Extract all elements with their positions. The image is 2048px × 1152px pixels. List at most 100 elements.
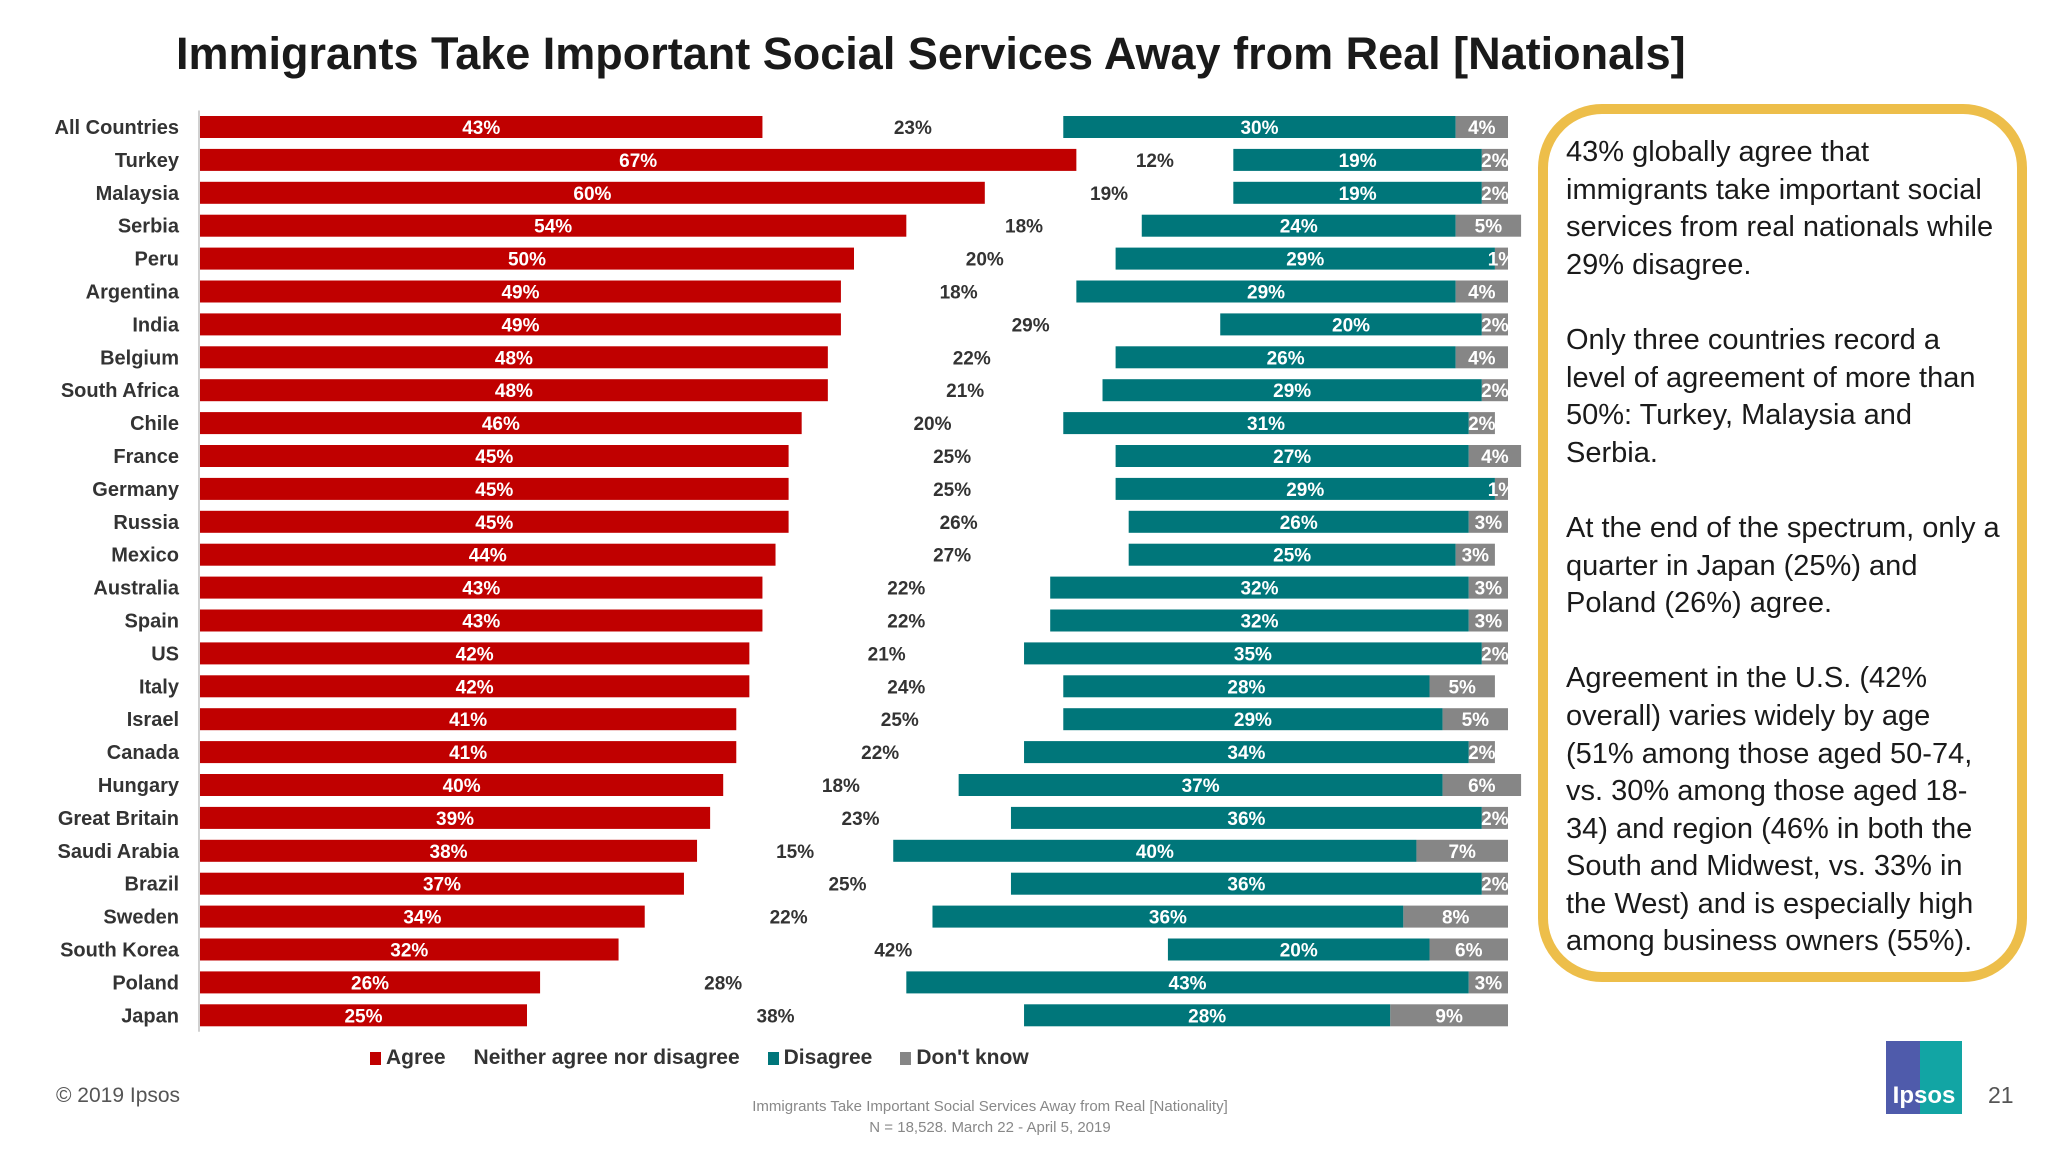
- chart-title: Immigrants Take Important Social Service…: [176, 28, 1686, 79]
- data-label: 23%: [842, 809, 880, 830]
- data-label: 40%: [443, 776, 481, 797]
- data-label: 42%: [456, 677, 494, 698]
- data-label: 18%: [1005, 217, 1043, 238]
- bar-disagree: [1024, 1004, 1391, 1027]
- data-label: 21%: [946, 381, 984, 402]
- data-label: 28%: [1227, 677, 1265, 698]
- source-line: Immigrants Take Important Social Service…: [752, 1098, 1228, 1115]
- legend-swatch: [370, 1051, 381, 1065]
- data-label: 36%: [1227, 875, 1265, 896]
- data-label: 22%: [861, 743, 899, 764]
- category-label: Israel: [127, 709, 179, 731]
- bar-don-t-know: [1416, 839, 1508, 862]
- data-label: 48%: [495, 348, 533, 369]
- category-label: Saudi Arabia: [57, 841, 179, 863]
- data-label: 29%: [1273, 381, 1311, 402]
- copyright: © 2019 Ipsos: [56, 1084, 181, 1107]
- category-label: Brazil: [125, 874, 179, 896]
- data-label: 24%: [887, 677, 925, 698]
- data-label: 7%: [1448, 842, 1476, 863]
- category-label: Italy: [139, 676, 180, 698]
- bar-agree: [200, 346, 828, 369]
- data-label: 29%: [1234, 710, 1272, 731]
- data-label: 27%: [1273, 447, 1311, 468]
- legend-item-agree: Agree: [370, 1046, 446, 1070]
- data-label: 29%: [1286, 250, 1324, 271]
- legend-item-dont-know: Don't know: [900, 1046, 1029, 1070]
- data-label: 2%: [1481, 809, 1509, 830]
- data-label: 34%: [1227, 743, 1265, 764]
- data-label: 19%: [1339, 151, 1377, 172]
- legend-item-disagree: Disagree: [767, 1046, 873, 1070]
- data-label: 27%: [933, 546, 971, 567]
- legend-label: Disagree: [783, 1046, 873, 1069]
- bar-disagree: [1063, 708, 1443, 731]
- category-label: Peru: [135, 249, 179, 271]
- bar-agree: [200, 148, 1077, 171]
- data-label: 15%: [776, 842, 814, 863]
- bar-agree: [200, 905, 645, 928]
- data-label: 4%: [1481, 447, 1509, 468]
- bar-disagree: [1050, 576, 1469, 599]
- bar-disagree: [1220, 313, 1482, 336]
- data-label: 49%: [501, 283, 539, 304]
- data-label: 2%: [1481, 875, 1509, 896]
- bar-don-t-know: [1468, 445, 1522, 467]
- data-label: 67%: [619, 151, 657, 172]
- stacked-bar-chart: All Countries 43% 23% 30% 4% Turkey 67% 12% 19% 2…: [55, 110, 1522, 1032]
- bar-disagree: [932, 905, 1404, 928]
- bar-don-t-know: [1429, 675, 1495, 698]
- category-label: Mexico: [111, 545, 179, 567]
- bar-agree: [200, 741, 737, 764]
- data-label: 24%: [1280, 217, 1318, 238]
- bar-agree: [200, 543, 776, 566]
- bar-don-t-know: [1468, 971, 1508, 994]
- data-label: 49%: [501, 315, 539, 336]
- bar-don-t-know: [1468, 741, 1495, 764]
- category-label: Sweden: [103, 907, 179, 929]
- data-label: 35%: [1234, 644, 1272, 665]
- category-label: All Countries: [55, 117, 179, 139]
- category-label: Canada: [107, 742, 180, 764]
- data-label: 2%: [1468, 743, 1496, 764]
- bar-don-t-know: [1481, 148, 1508, 171]
- bar-don-t-know: [1455, 116, 1508, 138]
- source-note: Immigrants Take Important Social Service…: [640, 1096, 1340, 1138]
- bar-agree: [200, 806, 711, 829]
- data-label: 44%: [469, 546, 507, 567]
- bar-agree: [200, 774, 724, 796]
- data-label: 28%: [704, 973, 742, 994]
- bar-disagree: [1063, 116, 1456, 138]
- bar-disagree: [1115, 346, 1456, 369]
- bar-disagree: [1141, 214, 1456, 237]
- data-label: 8%: [1442, 908, 1470, 929]
- bar-disagree: [1010, 872, 1482, 895]
- callout-text: Agreement in the U.S. (42% overall) vari…: [1566, 662, 1974, 958]
- data-label: 40%: [1136, 842, 1174, 863]
- data-label: 25%: [881, 710, 919, 731]
- category-label: Belgium: [100, 347, 179, 369]
- bar-agree: [200, 116, 763, 138]
- data-label: 34%: [403, 908, 441, 929]
- data-label: 29%: [1247, 283, 1285, 304]
- data-label: 31%: [1247, 414, 1285, 435]
- category-label: South Africa: [61, 380, 180, 402]
- bar-disagree: [1024, 741, 1469, 764]
- bar-don-t-know: [1481, 181, 1508, 204]
- data-label: 20%: [1332, 315, 1370, 336]
- data-label: 9%: [1435, 1006, 1463, 1027]
- bar-disagree: [1115, 477, 1495, 500]
- bar-don-t-know: [1468, 412, 1495, 435]
- bar-agree: [200, 971, 541, 994]
- data-label: 37%: [1182, 776, 1220, 797]
- bar-don-t-know: [1442, 708, 1508, 731]
- bar-don-t-know: [1455, 346, 1508, 369]
- bar-don-t-know: [1390, 1004, 1508, 1027]
- category-label: India: [132, 314, 180, 336]
- data-label: 42%: [874, 941, 912, 962]
- bar-don-t-know: [1468, 510, 1508, 533]
- bar-don-t-know: [1481, 642, 1508, 665]
- data-label: 25%: [344, 1006, 382, 1027]
- bar-agree: [200, 510, 789, 533]
- bar-don-t-know: [1494, 247, 1508, 270]
